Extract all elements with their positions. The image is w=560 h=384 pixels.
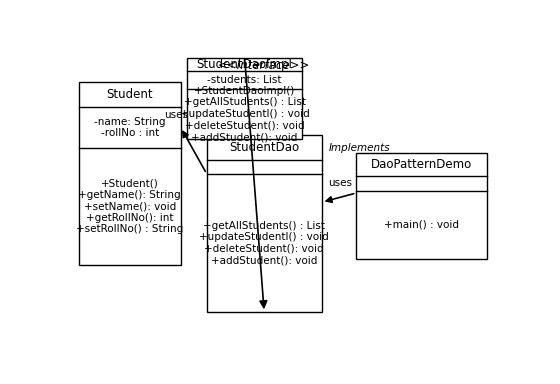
Text: uses: uses [328,178,352,188]
Text: Student: Student [106,88,153,101]
Bar [356,152,487,259]
Bar [187,58,302,139]
Text: <<Interface>>: <<Interface>> [218,59,311,72]
Text: StudentDaoImpl: StudentDaoImpl [197,58,293,71]
Text: +main() : void: +main() : void [384,220,459,230]
Text: StudentDao: StudentDao [229,141,299,154]
Text: -students: List: -students: List [207,75,282,85]
Text: uses: uses [164,110,188,120]
Bar [207,135,321,312]
Text: +getAllStudents() : List
+updateStudentl() : void
+deleteStudent(): void
+addStu: +getAllStudents() : List +updateStudentl… [199,220,329,265]
Text: Implements: Implements [328,143,390,153]
Bar [78,81,181,265]
Text: -name: String
-rollNo : int: -name: String -rollNo : int [94,117,165,138]
Text: DaoPatternDemo: DaoPatternDemo [371,158,472,171]
Text: +Student()
+getName(): String
+setName(): void
+getRollNo(): int
+setRollNo() : : +Student() +getName(): String +setName()… [76,178,183,234]
Text: +StudentDaoImpl()
+getAllStudents() : List
+updateStudentl() : void
+deleteStude: +StudentDaoImpl() +getAllStudents() : Li… [180,86,310,142]
